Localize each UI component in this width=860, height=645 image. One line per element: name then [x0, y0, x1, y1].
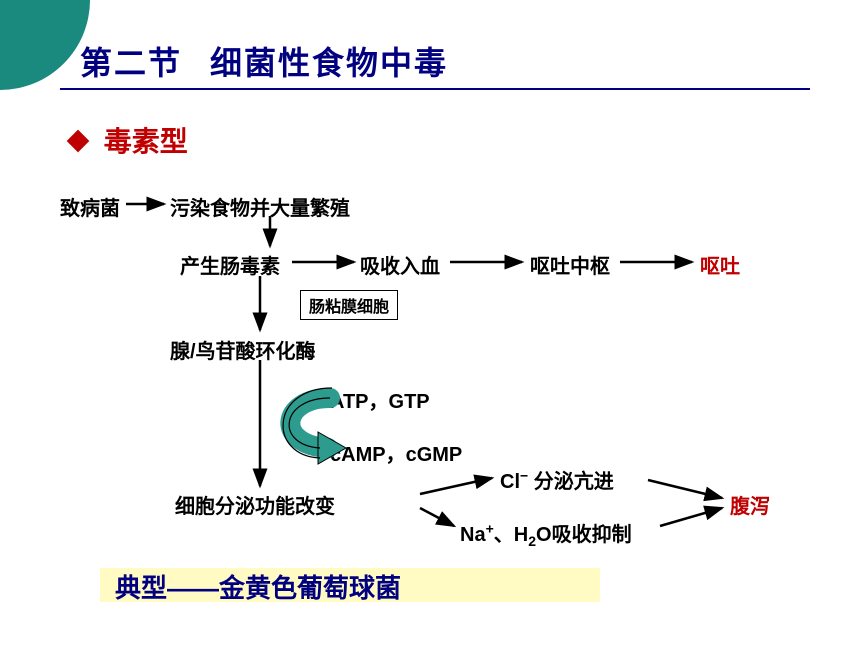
- title-part2: 细菌性食物中毒: [210, 45, 448, 81]
- section-title: 毒素型: [104, 126, 188, 157]
- node-vomit-center: 呕吐中枢: [530, 250, 610, 279]
- cl-text-a: Cl: [500, 471, 520, 493]
- node-contaminate: 污染食物并大量繁殖: [170, 192, 350, 221]
- node-atp-gtp: ATP，GTP: [330, 385, 430, 414]
- na-text-b: 、H: [494, 524, 528, 546]
- na-text-c: O吸收抑制: [536, 524, 632, 546]
- node-na-h2o: Na+、H2O吸收抑制: [460, 518, 632, 549]
- title-part1: 第二节: [80, 45, 182, 81]
- cl-text-b: 分泌亢进: [528, 471, 614, 493]
- node-cell-change: 细胞分泌功能改变: [175, 490, 335, 519]
- page-title: 第二节细菌性食物中毒: [80, 38, 448, 84]
- title-underline: [60, 88, 810, 90]
- corner-decoration: [0, 0, 90, 90]
- node-enterotoxin: 产生肠毒素: [180, 250, 280, 279]
- arrows-overlay: [0, 0, 860, 645]
- node-cl-secrete: Cl− 分泌亢进: [500, 465, 614, 494]
- node-absorb: 吸收入血: [360, 250, 440, 279]
- footer-text: 典型——金黄色葡萄球菌: [115, 568, 401, 605]
- node-camp-cgmp: cAMP，cGMP: [330, 438, 462, 467]
- node-mucosa-box: 肠粘膜细胞: [300, 290, 398, 320]
- node-diarrhea: 腹泻: [730, 490, 770, 519]
- diamond-bullet-icon: [67, 130, 90, 153]
- section-header: 毒素型: [70, 120, 188, 160]
- node-vomit: 呕吐: [700, 250, 740, 279]
- node-pathogen: 致病菌: [60, 192, 120, 221]
- na-text-a: Na: [460, 524, 486, 546]
- node-cyclase: 腺/鸟苷酸环化酶: [170, 335, 316, 364]
